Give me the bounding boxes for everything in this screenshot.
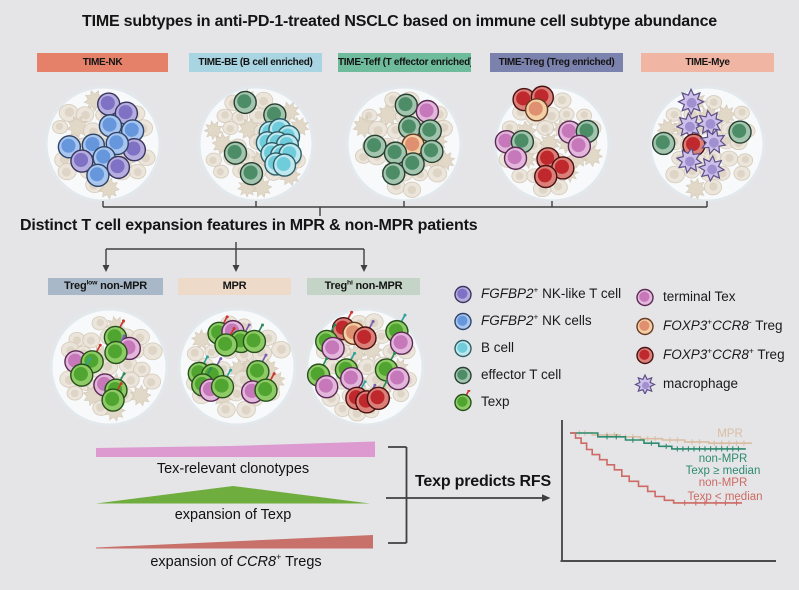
group-box-mpr: MPR [178, 278, 291, 295]
legend-label: B cell [481, 339, 515, 355]
legend-label: FGFBP2+ NK cells [481, 311, 592, 328]
arrowhead-right [360, 265, 368, 272]
km-label-mpr: MPR [717, 428, 743, 440]
km-label-nonmpr-high: non-MPR [698, 453, 748, 465]
legend-col2-item-3: macrophage [634, 373, 785, 394]
legend-label: effector T cell [481, 366, 562, 382]
expansion-dishes [49, 307, 425, 427]
legend-label: FOXP3+CCR8- Treg [663, 316, 783, 333]
tex-legend-marker [636, 288, 654, 307]
arrowhead-left [102, 265, 110, 272]
cell-legend-column-1: FGFBP2+ NK-like T cell FGFBP2+ NK cells B … [452, 284, 622, 412]
legend-col1-item-0: FGFBP2+ NK-like T cell [452, 284, 622, 304]
expansion-heading: Distinct T cell expansion features in MP… [20, 217, 478, 234]
survival-plot [560, 420, 776, 562]
expansion-gradient-shapes [96, 441, 375, 549]
tregn-legend-marker [636, 317, 654, 336]
cell-legend-column-2: terminal Tex FOXP3+CCR8- Treg FOXP3+CCR8+ … [634, 287, 785, 394]
legend-col2-item-1: FOXP3+CCR8- Treg [634, 316, 785, 336]
bracket-mid [105, 242, 365, 265]
ccr8-treg-expansion-label: expansion of CCR8+ Tregs [150, 552, 322, 570]
dish-time-subtype-4 [648, 85, 766, 203]
arrowhead-center [232, 265, 240, 272]
texp-predicts-rfs-label: Texp predicts RFS [415, 473, 551, 490]
legend-label: FOXP3+CCR8+ Treg [663, 345, 785, 362]
legend-col1-item-4: Texp [452, 390, 621, 412]
subtype-box-time-teff: TIME-Teff (T effector enriched) [338, 53, 471, 72]
ccr8-treg-wedge [96, 535, 373, 549]
legend-label: FGFBP2+ NK-like T cell [481, 284, 622, 301]
legend-label: macrophage [663, 375, 739, 391]
dish-expansion-group-2 [305, 307, 425, 427]
dish-time-subtype-0 [44, 85, 162, 203]
subtype-box-time-nk: TIME-NK [37, 53, 168, 72]
group-box-treghi-nonmpr: Treghi non-MPR [307, 278, 420, 295]
subtype-box-time-treg: TIME-Treg (Treg enriched) [490, 53, 623, 72]
legend-col1-item-1: FGFBP2+ NK cells [452, 311, 621, 331]
km-curve-1 [570, 432, 746, 450]
km-curves [570, 430, 753, 506]
texp-expansion-triangle [96, 486, 370, 504]
dish-expansion-group-0 [49, 307, 169, 427]
time-subtype-dishes [44, 85, 766, 203]
nkt-legend-marker [454, 285, 472, 304]
km-label-texp-lt-median: Texp < median [687, 491, 763, 503]
clonotype-band [96, 441, 375, 457]
dish-time-subtype-1 [197, 85, 315, 203]
legend-col2-item-2: FOXP3+CCR8+ Treg [634, 345, 785, 365]
legend-col2-item-0: terminal Tex [634, 287, 785, 307]
b-legend-marker [454, 339, 472, 358]
clonotype-band-label: Tex-relevant clonotypes [156, 461, 310, 477]
bracket-rfs [386, 446, 542, 544]
subtype-box-time-mye: TIME-Mye [641, 53, 774, 72]
dish-time-subtype-3 [493, 85, 611, 203]
connector-lines [102, 201, 708, 544]
nk-legend-marker [454, 312, 472, 331]
subtype-box-time-be: TIME-BE (B cell enriched) [189, 53, 322, 72]
legend-col1-item-2: B cell [452, 338, 621, 358]
group-box-treglow-nonmpr: Treglow non-MPR [48, 278, 163, 295]
dish-expansion-group-1 [177, 307, 297, 427]
dish-time-subtype-2 [345, 85, 463, 203]
km-label-texp-ge-median: Texp ≥ median [685, 465, 761, 477]
km-curve-2 [570, 432, 742, 504]
eff-legend-marker [454, 366, 472, 385]
rfs-arrowhead [542, 494, 551, 502]
figure-title: TIME subtypes in anti-PD-1-treated NSCLC… [82, 13, 717, 30]
legend-label: terminal Tex [663, 288, 736, 304]
km-axes [560, 420, 776, 562]
mac-legend-marker [634, 373, 656, 394]
tregp-legend-marker [636, 346, 654, 365]
km-label-nonmpr-low: non-MPR [698, 477, 748, 489]
texp-expansion-label: expansion of Texp [174, 507, 292, 523]
bracket-top [102, 201, 708, 216]
km-curve-0 [570, 432, 753, 444]
legend-col1-item-3: effector T cell [452, 365, 621, 385]
legend-label: Texp [481, 393, 510, 409]
texp-legend-marker [454, 390, 472, 412]
